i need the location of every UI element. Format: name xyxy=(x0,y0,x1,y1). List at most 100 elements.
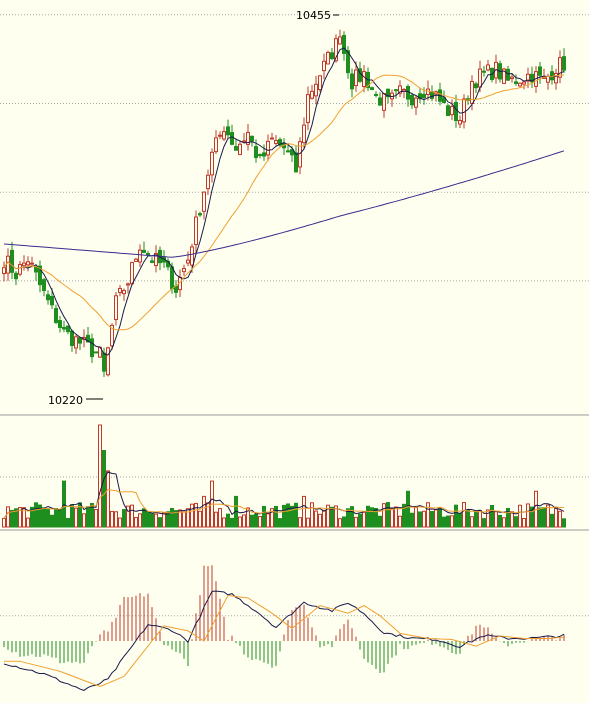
volume-bar xyxy=(446,515,450,528)
volume-bar xyxy=(430,511,434,528)
candle-body xyxy=(518,82,522,87)
volume-bar xyxy=(66,517,70,528)
candle-body xyxy=(138,249,142,263)
volume-bar xyxy=(478,510,482,528)
volume-bar xyxy=(30,506,34,528)
candle-body xyxy=(22,262,26,267)
volume-bar xyxy=(278,518,282,528)
volume-bar xyxy=(102,450,106,528)
volume-bar xyxy=(490,504,494,528)
candle-body xyxy=(430,91,434,99)
volume-bar xyxy=(86,506,90,528)
candle-body xyxy=(310,90,314,99)
volume-bar xyxy=(178,509,182,528)
candle-body xyxy=(258,154,262,157)
gridlines xyxy=(0,14,589,617)
volume-bar xyxy=(18,507,22,528)
candle-body xyxy=(170,266,174,290)
volume-bar xyxy=(546,504,550,528)
volume-bar xyxy=(350,506,354,528)
macd-dif-line xyxy=(3,590,565,691)
volume-bar xyxy=(54,508,58,528)
volume-bar xyxy=(366,505,370,528)
volume-bar xyxy=(230,517,234,528)
volume-bar xyxy=(38,504,42,528)
volume-bar xyxy=(222,517,226,528)
candle-body xyxy=(530,73,534,83)
macd-panel xyxy=(3,565,565,691)
candle-body xyxy=(526,73,530,82)
candle-body xyxy=(334,38,338,62)
candle-body xyxy=(410,94,414,106)
volume-bar xyxy=(74,507,78,528)
volume-bar xyxy=(126,505,130,528)
volume-bar xyxy=(306,517,310,528)
candle-body xyxy=(370,87,374,90)
candle-body xyxy=(86,334,90,343)
candle-body xyxy=(6,255,10,274)
volume-bar xyxy=(422,510,426,528)
candle-body xyxy=(242,140,246,143)
volume-bar xyxy=(70,504,74,528)
candle-body xyxy=(10,249,14,273)
candle-body xyxy=(194,216,198,245)
candle-body xyxy=(250,135,254,142)
candle-body xyxy=(214,137,218,153)
volume-bar xyxy=(290,505,294,528)
volume-bar xyxy=(474,510,478,528)
volume-bar xyxy=(186,508,190,528)
candle-body xyxy=(58,320,62,329)
candle-body xyxy=(294,152,298,173)
candle-body xyxy=(406,85,410,100)
volume-bar xyxy=(498,514,502,528)
candle-body xyxy=(522,81,526,85)
volume-bar xyxy=(414,506,418,528)
candle-body xyxy=(94,351,98,354)
candle-body xyxy=(514,81,518,84)
volume-bar xyxy=(198,510,202,528)
candle-body xyxy=(118,287,122,294)
candle-body xyxy=(182,267,186,273)
candle-body xyxy=(446,105,450,117)
volume-bar xyxy=(162,512,166,528)
volume-bar xyxy=(374,508,378,528)
candle-body xyxy=(102,352,106,372)
volume-bar xyxy=(362,511,366,528)
volume-bar xyxy=(462,502,466,528)
volume-bar xyxy=(398,515,402,528)
candle-body xyxy=(422,93,426,99)
volume-ma-mid xyxy=(3,489,564,519)
low-price-label: 10220 xyxy=(48,394,83,407)
volume-bar xyxy=(554,507,558,528)
volume-bar xyxy=(22,507,26,528)
candle-body xyxy=(266,140,270,156)
volume-bar xyxy=(238,516,242,528)
high-price-label: 10455 xyxy=(296,9,331,22)
candle-body xyxy=(2,267,6,275)
volume-bar xyxy=(174,510,178,528)
candle-body xyxy=(246,132,250,145)
candle-body xyxy=(262,152,266,157)
candle-body xyxy=(54,308,58,323)
candle-body xyxy=(394,89,398,92)
volume-bar xyxy=(506,507,510,528)
volume-bar xyxy=(438,507,442,528)
candle-body xyxy=(142,249,146,253)
candle-body xyxy=(270,137,274,140)
volume-bar xyxy=(394,506,398,528)
candle-body xyxy=(474,83,478,89)
candle-body xyxy=(346,50,350,74)
candle-body xyxy=(462,98,466,123)
candle-body xyxy=(50,295,54,306)
candle-body xyxy=(330,52,334,60)
volume-bar xyxy=(470,516,474,528)
candle-body xyxy=(106,347,110,376)
candle-body xyxy=(314,83,318,97)
volume-bar xyxy=(310,502,314,528)
volume-bar xyxy=(494,511,498,528)
volume-bar xyxy=(98,424,102,528)
candle-body xyxy=(502,68,506,84)
volume-bar xyxy=(170,507,174,528)
candle-body xyxy=(222,131,226,140)
volume-bar xyxy=(158,517,162,528)
